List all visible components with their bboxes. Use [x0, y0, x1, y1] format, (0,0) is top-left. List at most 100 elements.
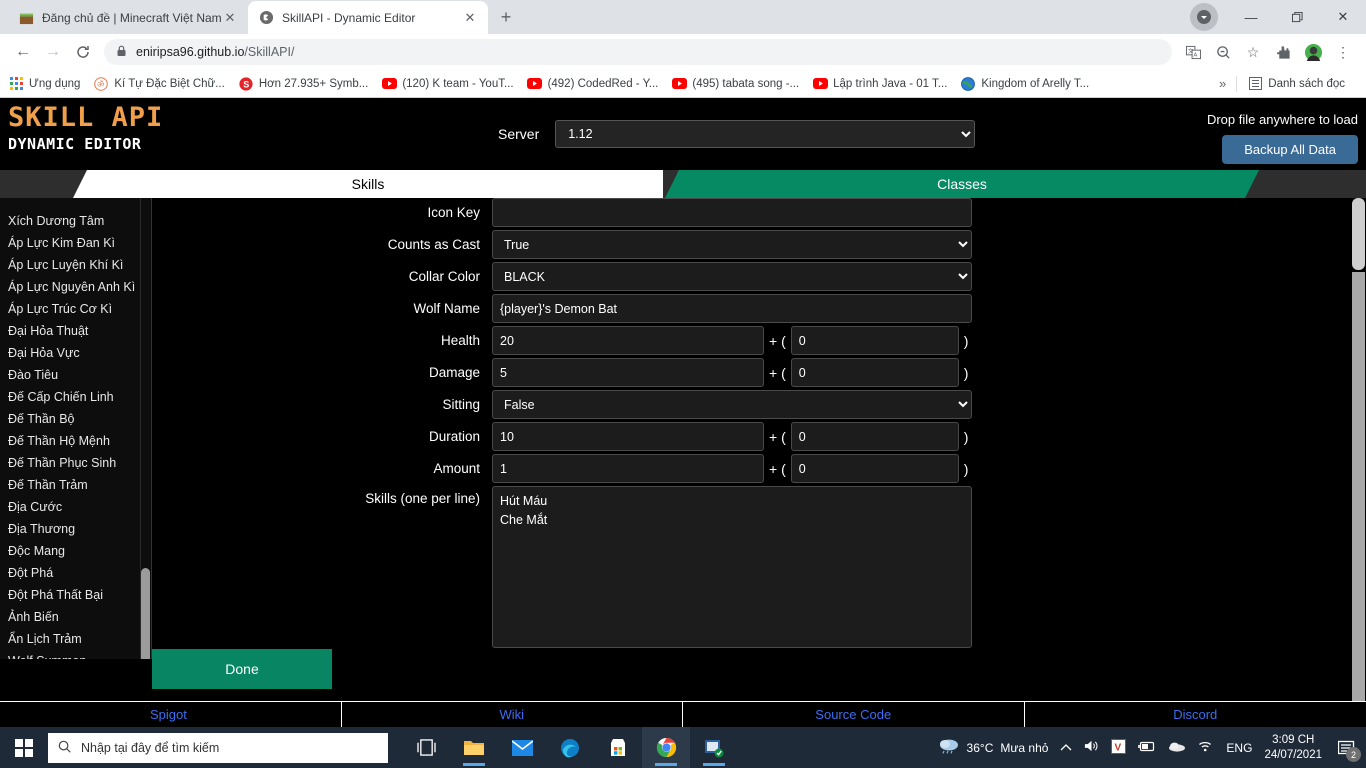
- profile-avatar-icon[interactable]: [1300, 39, 1326, 65]
- svg-text:A: A: [1193, 52, 1197, 58]
- windows-taskbar: Nhập tại đây để tìm kiếm 36°C: [0, 727, 1366, 768]
- extensions-puzzle-icon[interactable]: [1270, 39, 1296, 65]
- forward-button[interactable]: →: [45, 43, 61, 60]
- list-item[interactable]: Đế Thần Trảm: [8, 478, 88, 492]
- list-item[interactable]: Wolf Summon: [0, 650, 140, 659]
- done-button[interactable]: Done: [152, 649, 332, 689]
- profile-chip-icon[interactable]: [1190, 3, 1218, 31]
- list-item[interactable]: Xích Dương Tâm: [8, 214, 105, 228]
- list-item[interactable]: Ẩn Lịch Trảm: [8, 632, 82, 646]
- maximize-button[interactable]: [1274, 0, 1320, 34]
- mail-icon[interactable]: [498, 727, 546, 768]
- list-item[interactable]: Áp Lực Luyện Khí Kì: [8, 258, 124, 272]
- damage-input[interactable]: [492, 358, 764, 387]
- volume-icon[interactable]: [1084, 739, 1099, 756]
- chevron-up-icon[interactable]: [1060, 741, 1072, 755]
- footer-link-source-code[interactable]: Source Code: [683, 702, 1025, 727]
- page-scrollbar-thumb[interactable]: [1352, 198, 1365, 270]
- tab-classes[interactable]: Classes: [665, 170, 1259, 198]
- sidebar-scrollbar-thumb[interactable]: [141, 568, 150, 659]
- list-item[interactable]: Đột Phá Thất Bại: [8, 588, 103, 602]
- close-icon[interactable]: ✕: [464, 9, 476, 25]
- duration-base-input[interactable]: [790, 422, 959, 451]
- server-select[interactable]: 1.12: [555, 120, 976, 148]
- duration-input[interactable]: [492, 422, 764, 451]
- close-window-button[interactable]: ✕: [1337, 9, 1349, 24]
- footer-link-spigot[interactable]: Spigot: [0, 702, 342, 727]
- list-item[interactable]: Đào Tiêu: [8, 368, 59, 382]
- list-item-clipped[interactable]: [0, 198, 140, 210]
- reload-icon[interactable]: [68, 37, 98, 67]
- clock-widget[interactable]: 3:09 CH 24/07/2021: [1264, 733, 1322, 763]
- bookmark-6[interactable]: Lập trình Java - 01 T...: [812, 76, 947, 92]
- page-scrollbar[interactable]: [1350, 198, 1366, 727]
- unikey-v-icon[interactable]: V: [1111, 738, 1127, 757]
- list-item[interactable]: Đại Hỏa Thuật: [8, 324, 89, 338]
- icon-key-input[interactable]: [492, 198, 972, 227]
- edge-icon[interactable]: [546, 727, 594, 768]
- list-item[interactable]: Đế Thần Bộ: [8, 412, 75, 426]
- list-item[interactable]: Đế Thần Hộ Mệnh: [8, 434, 110, 448]
- list-item[interactable]: Áp Lực Kim Đan Kì: [8, 236, 116, 250]
- amount-input[interactable]: [492, 454, 764, 483]
- language-indicator[interactable]: ENG: [1226, 740, 1253, 755]
- list-item[interactable]: Áp Lực Trúc Cơ Kì: [8, 302, 113, 316]
- browser-tab-1[interactable]: SkillAPI - Dynamic Editor ✕: [248, 1, 488, 34]
- bookmark-apps[interactable]: Ứng dụng: [8, 76, 80, 92]
- list-item[interactable]: Áp Lực Nguyên Anh Kì: [8, 280, 136, 294]
- health-input[interactable]: [492, 326, 764, 355]
- bookmark-star-icon[interactable]: ☆: [1246, 43, 1260, 60]
- list-item[interactable]: Độc Mang: [8, 544, 65, 558]
- chrome-icon[interactable]: [642, 727, 690, 768]
- list-item[interactable]: Ảnh Biến: [8, 610, 59, 624]
- damage-base-input[interactable]: [790, 358, 959, 387]
- counts-as-cast-select[interactable]: True: [492, 230, 972, 259]
- onedrive-icon[interactable]: [1168, 741, 1186, 755]
- back-button[interactable]: ←: [15, 43, 31, 60]
- browser-tab-0[interactable]: Đăng chủ đề | Minecraft Việt Nam ✕: [8, 1, 248, 34]
- bookmark-2[interactable]: S Hơn 27.935+ Symb...: [238, 76, 368, 92]
- bookmark-5[interactable]: (495) tabata song -...: [671, 76, 799, 92]
- list-item[interactable]: Đế Cấp Chiến Linh: [8, 390, 114, 404]
- health-base-input[interactable]: [790, 326, 959, 355]
- microsoft-store-icon[interactable]: [594, 727, 642, 768]
- reading-list-button[interactable]: Danh sách đọc: [1247, 76, 1345, 92]
- footer-link-discord[interactable]: Discord: [1173, 707, 1218, 722]
- weather-widget[interactable]: 36°C Mưa nhỏ: [938, 738, 1048, 757]
- bookmarks-overflow-button[interactable]: »: [1219, 76, 1227, 91]
- footer-link-wiki[interactable]: Wiki: [342, 702, 683, 727]
- action-center-icon[interactable]: 2: [1332, 727, 1362, 768]
- page-scrollbar-track-lower[interactable]: [1352, 272, 1365, 727]
- list-item[interactable]: Địa Cước: [8, 500, 63, 514]
- sidebar-scrollbar[interactable]: [140, 198, 151, 659]
- collar-color-select[interactable]: BLACK: [492, 262, 972, 291]
- list-item[interactable]: Đại Hỏa Vực: [8, 346, 80, 360]
- close-icon[interactable]: ✕: [224, 9, 236, 25]
- search-input[interactable]: Nhập tại đây để tìm kiếm: [48, 732, 388, 763]
- bookmark-3[interactable]: (120) K team - YouT...: [381, 76, 514, 92]
- chrome-menu-icon[interactable]: ⋮: [1336, 43, 1350, 60]
- minimize-button[interactable]: —: [1244, 9, 1258, 25]
- new-tab-button[interactable]: +: [500, 6, 512, 27]
- list-item[interactable]: Đế Thần Phục Sinh: [8, 456, 117, 470]
- windows-start-icon[interactable]: [0, 727, 48, 768]
- task-view-icon[interactable]: [402, 727, 450, 768]
- bookmark-1[interactable]: ॐ Kí Tự Đặc Biệt Chữ...: [93, 76, 225, 92]
- wifi-icon[interactable]: [1198, 740, 1214, 756]
- list-item[interactable]: Địa Thương: [8, 522, 76, 536]
- amount-base-input[interactable]: [790, 454, 959, 483]
- teamviewer-icon[interactable]: [690, 727, 738, 768]
- wolf-name-input[interactable]: [492, 294, 972, 323]
- list-item[interactable]: Đột Phá: [8, 566, 54, 580]
- file-explorer-icon[interactable]: [450, 727, 498, 768]
- bookmark-7[interactable]: Kingdom of Arelly T...: [960, 76, 1089, 92]
- backup-all-data-button[interactable]: Backup All Data: [1222, 135, 1358, 164]
- zoom-out-icon[interactable]: [1210, 39, 1236, 65]
- address-bar[interactable]: eniripsa96.github.io/SkillAPI/: [104, 39, 1172, 65]
- battery-icon[interactable]: [1138, 741, 1156, 755]
- tab-skills[interactable]: Skills: [73, 170, 663, 198]
- skills-textarea[interactable]: [492, 486, 972, 648]
- sitting-select[interactable]: False: [492, 390, 972, 419]
- bookmark-4[interactable]: (492) CodedRed - Y...: [527, 76, 658, 92]
